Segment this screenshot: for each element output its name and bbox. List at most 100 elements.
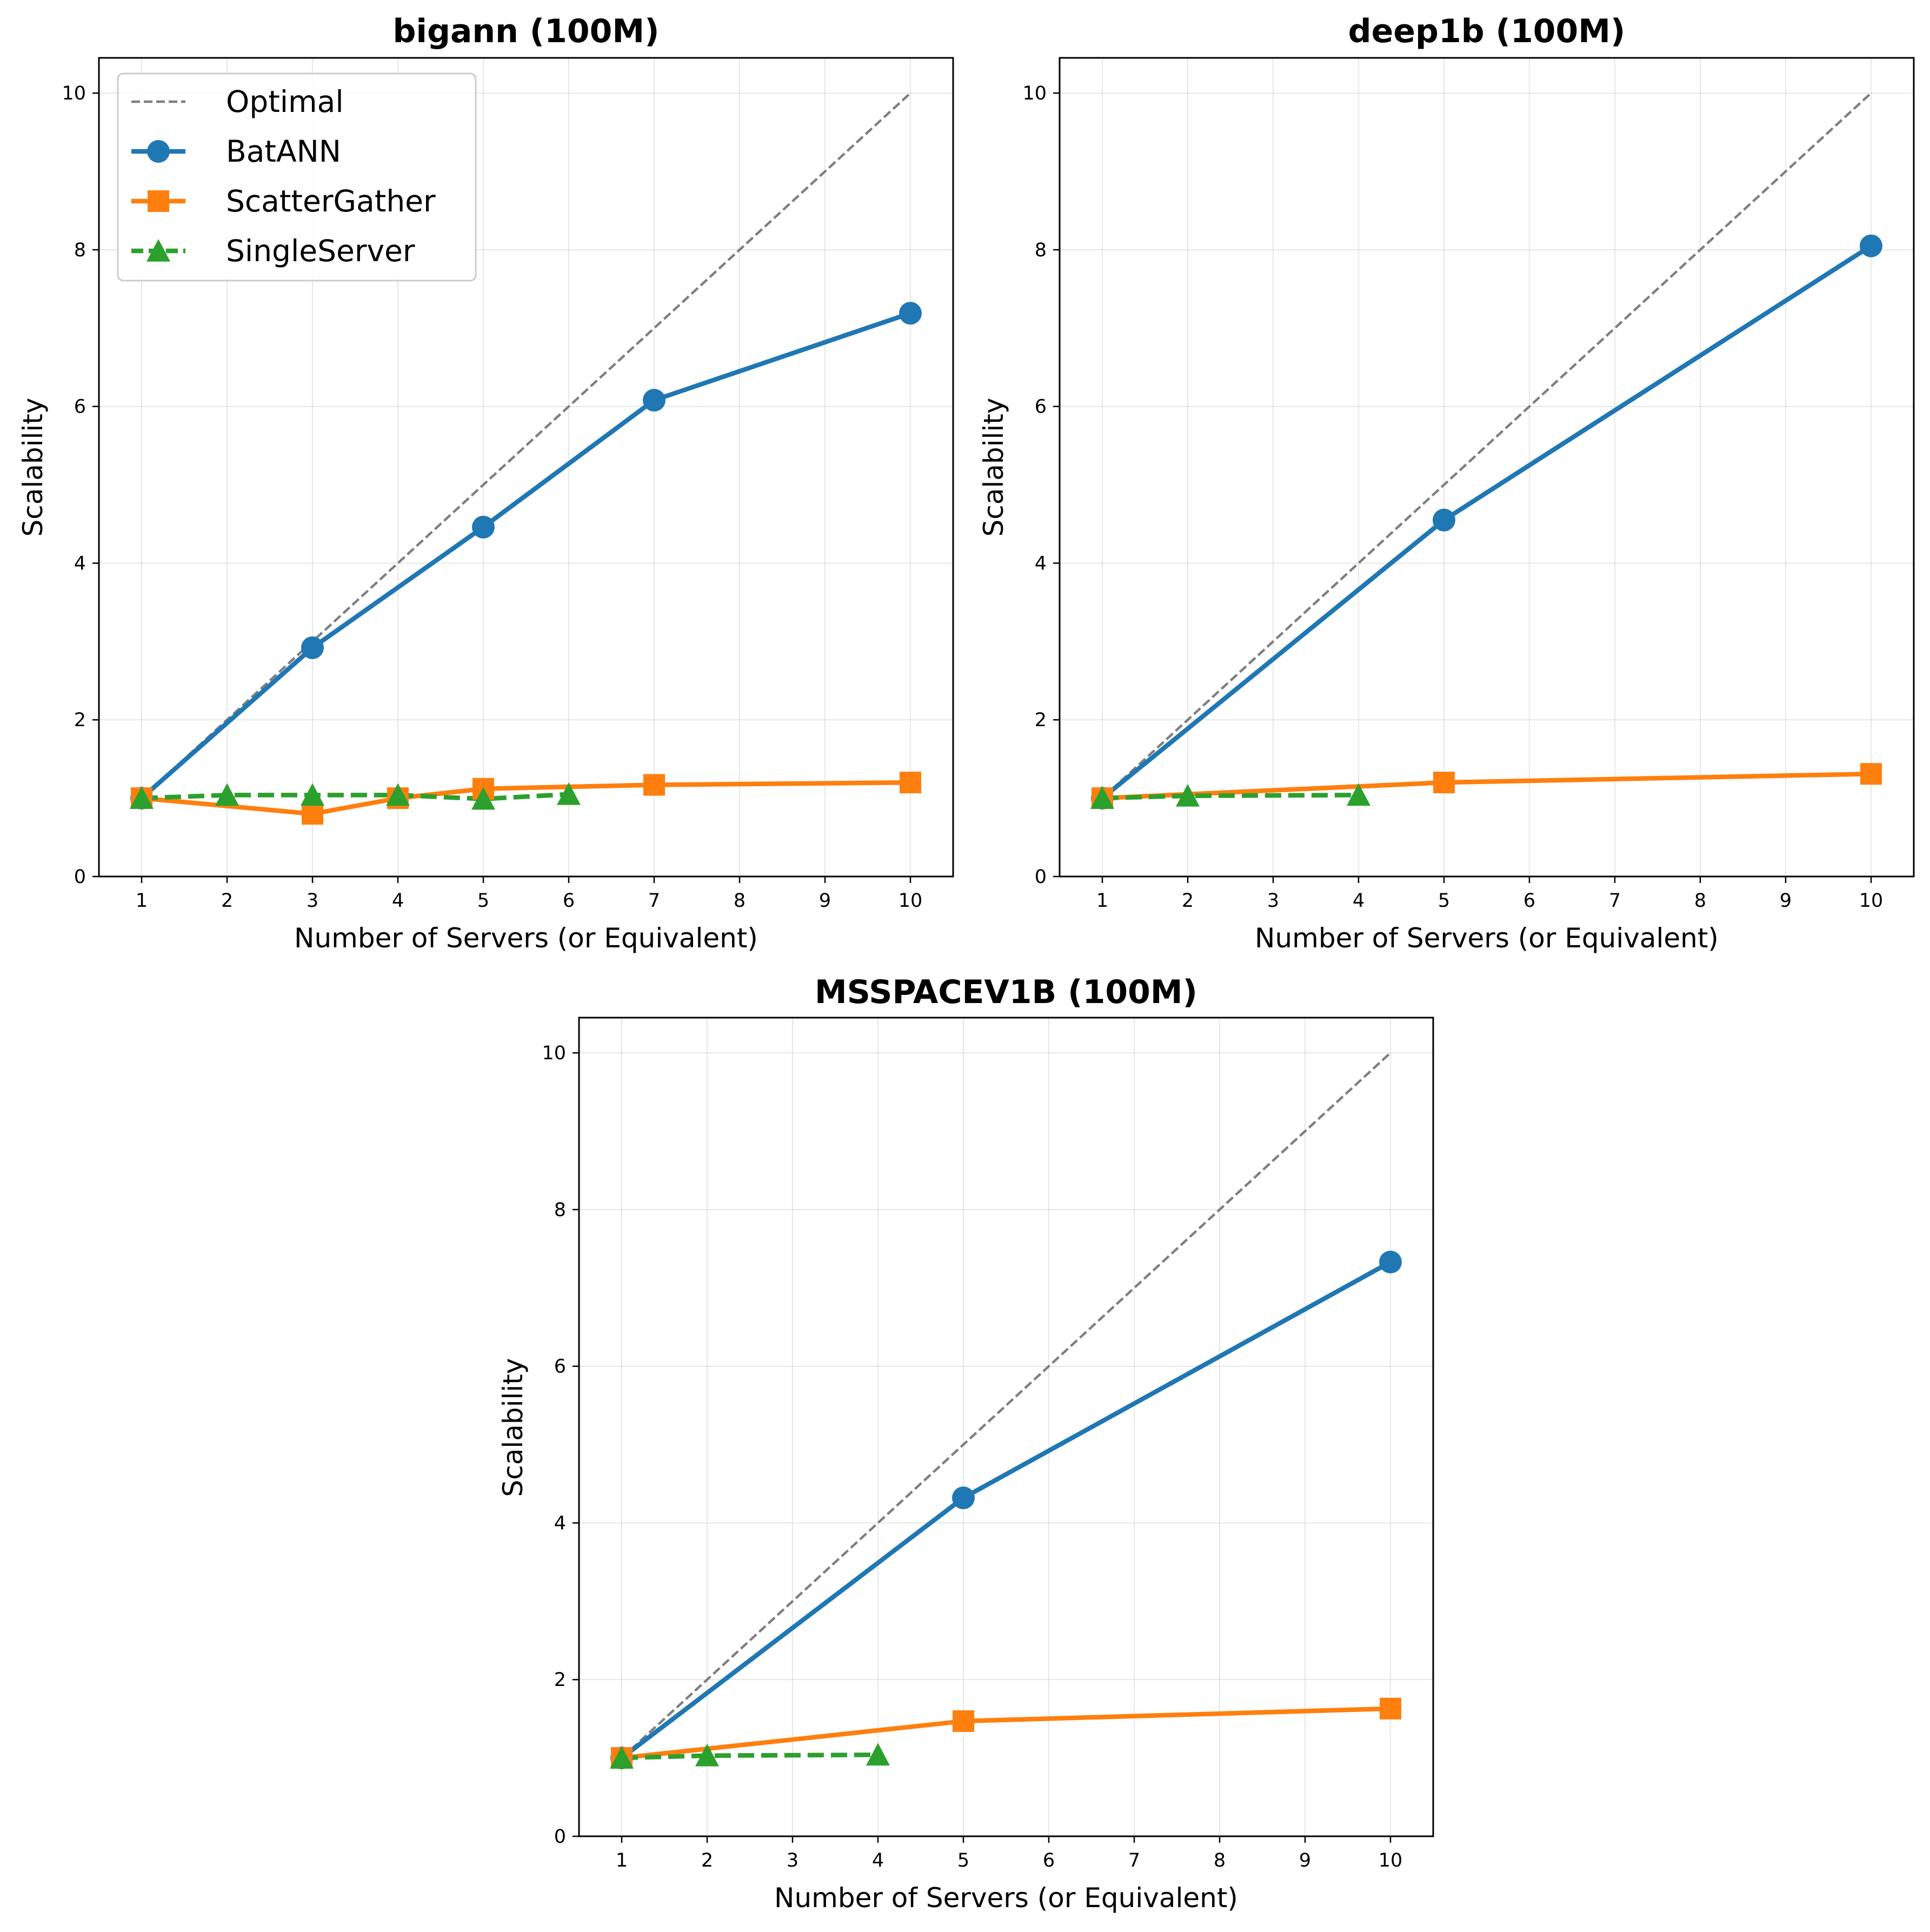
y-axis-label: Scalability xyxy=(497,1358,529,1497)
series-line-singleserver xyxy=(141,792,569,801)
legend-item-batann: BatANN xyxy=(131,134,341,169)
x-tick-label: 10 xyxy=(1379,1850,1403,1871)
chart-title: bigann (100M) xyxy=(392,12,659,50)
legend-label: Optimal xyxy=(226,84,344,119)
x-tick-label: 8 xyxy=(1694,890,1706,912)
x-tick-label: 4 xyxy=(1353,890,1365,912)
data-point-scattergather xyxy=(302,803,323,825)
plot-area xyxy=(130,92,922,825)
y-tick-label: 2 xyxy=(74,709,86,731)
y-tick-label: 0 xyxy=(554,1826,566,1848)
markers-singleserver xyxy=(610,1743,890,1769)
legend-marker xyxy=(148,190,169,212)
data-point-batann xyxy=(952,1486,975,1510)
chart-title: deep1b (100M) xyxy=(1348,12,1626,50)
x-tick-label: 6 xyxy=(563,890,575,912)
y-tick-label: 0 xyxy=(74,866,86,888)
legend: Optimal BatANN ScatterGather SingleServer xyxy=(117,72,477,282)
legend-label: SingleServer xyxy=(226,234,415,268)
plot-frame xyxy=(578,1017,1434,1837)
plot-frame xyxy=(98,57,954,878)
data-point-scattergather xyxy=(900,772,921,794)
x-tick-label: 5 xyxy=(957,1850,969,1871)
plot-area xyxy=(1090,92,1882,810)
series-line-scattergather xyxy=(141,780,911,816)
data-point-batann xyxy=(472,515,495,539)
y-tick-label: 10 xyxy=(1022,83,1047,104)
y-axis-label: Scalability xyxy=(978,397,1009,536)
y-axis-label: Scalability xyxy=(17,397,49,536)
legend-marker xyxy=(147,140,170,163)
x-tick-label: 10 xyxy=(1859,890,1884,912)
x-tick-label: 5 xyxy=(1438,890,1450,912)
grid xyxy=(579,1018,1433,1837)
series-singleserver xyxy=(141,792,569,801)
data-point-batann xyxy=(899,302,922,325)
plot-frame xyxy=(1059,57,1915,878)
chart-deep1b: deep1b (100M) Number of Servers (or Equi… xyxy=(978,12,1915,954)
x-tick-label: 1 xyxy=(616,1850,628,1871)
x-tick-label: 1 xyxy=(136,890,148,912)
legend-item-singleserver: SingleServer xyxy=(131,234,415,268)
x-tick-label: 4 xyxy=(872,1850,884,1871)
x-tick-label: 7 xyxy=(1609,890,1621,912)
axes: 1 2 3 4 5 6 7 8 9 10 0 2 4 6 8 10 xyxy=(62,83,922,912)
legend-label: ScatterGather xyxy=(226,184,436,218)
y-tick-label: 8 xyxy=(74,240,86,261)
x-tick-label: 2 xyxy=(221,890,233,912)
x-tick-label: 8 xyxy=(1214,1850,1226,1871)
x-tick-label: 2 xyxy=(701,1850,713,1871)
data-point-scattergather xyxy=(1860,763,1882,785)
data-point-batann xyxy=(1433,508,1455,532)
data-point-singleserver xyxy=(866,1743,890,1766)
data-point-singleserver xyxy=(1090,786,1114,809)
data-point-scattergather xyxy=(953,1710,974,1732)
x-axis-label: Number of Servers (or Equivalent) xyxy=(774,1882,1238,1914)
x-tick-label: 8 xyxy=(734,890,746,912)
data-point-batann xyxy=(301,636,324,659)
y-tick-label: 2 xyxy=(1035,709,1047,731)
data-point-singleserver xyxy=(301,783,324,806)
y-tick-label: 6 xyxy=(74,396,86,418)
data-point-singleserver xyxy=(471,787,495,810)
legend-marker xyxy=(147,239,170,262)
data-point-singleserver xyxy=(1176,784,1200,807)
data-point-singleserver xyxy=(557,782,581,805)
plot-area xyxy=(610,1052,1402,1770)
axes: 1 2 3 4 5 6 7 8 9 10 0 2 4 6 8 10 xyxy=(542,1043,1402,1871)
data-point-batann xyxy=(643,389,665,412)
x-tick-label: 9 xyxy=(819,890,831,912)
x-tick-label: 1 xyxy=(1096,890,1108,912)
data-point-scattergather xyxy=(1380,1697,1401,1719)
axes: 1 2 3 4 5 6 7 8 9 10 0 2 4 6 8 10 xyxy=(1022,83,1883,912)
x-tick-label: 6 xyxy=(1523,890,1535,912)
y-tick-label: 0 xyxy=(1035,866,1047,888)
x-tick-label: 9 xyxy=(1780,890,1792,912)
x-tick-label: 3 xyxy=(1267,890,1279,912)
data-point-scattergather xyxy=(1433,772,1455,794)
x-tick-label: 4 xyxy=(392,890,404,912)
y-tick-label: 10 xyxy=(542,1043,566,1064)
x-axis-label: Number of Servers (or Equivalent) xyxy=(1255,922,1719,954)
data-point-batann xyxy=(1379,1251,1402,1274)
x-tick-label: 10 xyxy=(899,890,923,912)
markers-singleserver xyxy=(130,782,581,810)
x-tick-label: 5 xyxy=(477,890,489,912)
y-tick-label: 10 xyxy=(62,83,86,104)
data-point-singleserver xyxy=(695,1743,719,1767)
legend-frame xyxy=(117,72,477,282)
y-tick-label: 8 xyxy=(1035,240,1047,261)
x-tick-label: 7 xyxy=(1128,1850,1140,1871)
data-point-singleserver xyxy=(1347,783,1370,806)
legend-item-scattergather: ScatterGather xyxy=(131,184,436,218)
markers-singleserver xyxy=(1090,783,1370,809)
y-tick-label: 4 xyxy=(74,553,86,574)
x-axis-label: Number of Servers (or Equivalent) xyxy=(294,922,758,954)
y-tick-label: 6 xyxy=(554,1356,566,1378)
y-tick-label: 2 xyxy=(554,1669,566,1691)
x-tick-label: 9 xyxy=(1299,1850,1311,1871)
y-tick-label: 4 xyxy=(1035,553,1047,574)
x-tick-label: 3 xyxy=(787,1850,798,1871)
x-tick-label: 7 xyxy=(648,890,660,912)
